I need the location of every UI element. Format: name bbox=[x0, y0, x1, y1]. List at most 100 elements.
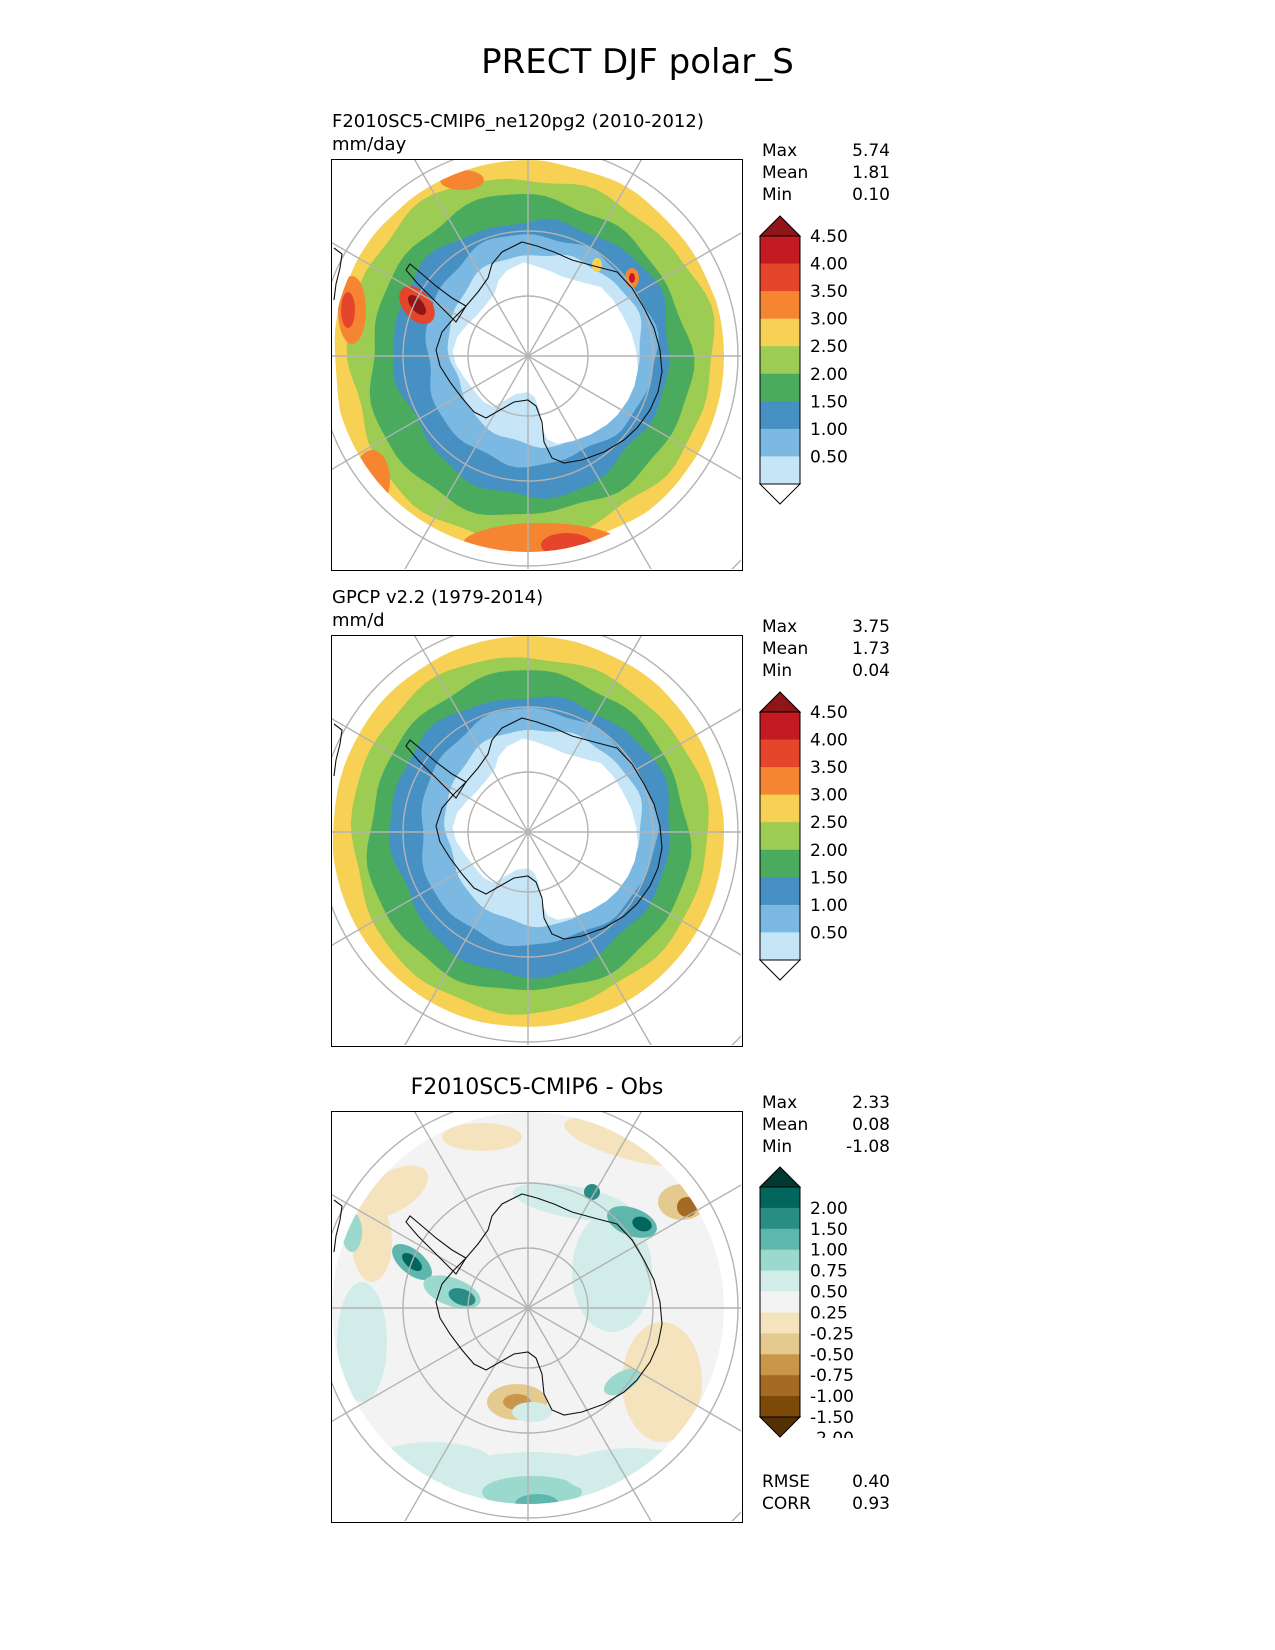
graticule bbox=[332, 1112, 741, 1521]
panel2-colorbar: 0.50 1.00 1.50 2.00 2.50 3.00 3.50 4.00 4.50 5.00 bbox=[758, 691, 848, 981]
colorbar-tick-label: -0.50 bbox=[810, 1345, 854, 1365]
colorbar-tick-label: 1.50 bbox=[810, 392, 848, 412]
panel3-mean: 0.08 bbox=[852, 1115, 890, 1135]
peninsula-max bbox=[408, 295, 426, 315]
anomaly-patch bbox=[342, 1212, 362, 1252]
colorbar-tick-label: -1.00 bbox=[810, 1387, 854, 1407]
anomaly-patch bbox=[512, 1402, 552, 1422]
longitude-line bbox=[527, 636, 642, 833]
colorbar-tick-label: 0.25 bbox=[810, 1304, 848, 1324]
anomaly-patch bbox=[584, 1184, 600, 1200]
panel2-map-svg bbox=[332, 636, 741, 1045]
colorbar-box bbox=[760, 794, 800, 823]
colorbar-extend-max bbox=[758, 691, 802, 713]
colorbar-tick-label: 4.00 bbox=[810, 255, 848, 275]
longitude-line bbox=[527, 708, 741, 833]
longitude-line bbox=[527, 232, 741, 357]
panel3-stats: Max 2.33 Mean 0.08 Min -1.08 bbox=[762, 1093, 890, 1157]
longitude-line bbox=[527, 831, 741, 956]
panel3-title: F2010SC5-CMIP6 - Obs bbox=[410, 1075, 664, 1100]
longitude-line bbox=[527, 1184, 741, 1309]
colorbar-extend-min bbox=[758, 483, 802, 505]
panel1-stats: Max 5.74 Mean 1.81 Min 0.10 bbox=[762, 141, 890, 205]
colorbar-frame bbox=[759, 711, 801, 961]
colorbar-box bbox=[760, 739, 800, 768]
colorbar-tick-label: -0.75 bbox=[810, 1366, 854, 1386]
warm-patch bbox=[440, 170, 484, 190]
colorbar-tick-label: 5.00 bbox=[810, 215, 848, 219]
longitude-line bbox=[527, 355, 741, 480]
colorbar-box bbox=[760, 1396, 800, 1418]
colorbar-box bbox=[760, 346, 800, 375]
colorbar-box bbox=[760, 822, 800, 851]
panel1-units: mm/day bbox=[332, 134, 407, 155]
panel2-min: 0.04 bbox=[852, 661, 890, 681]
graticule bbox=[332, 160, 741, 569]
colorbar-box bbox=[760, 1228, 800, 1251]
peninsula-coast bbox=[405, 1215, 467, 1275]
panel1-max: 5.74 bbox=[852, 141, 890, 161]
colorbar-frame bbox=[759, 1186, 801, 1418]
figure-title: PRECT DJF polar_S bbox=[481, 42, 794, 82]
colorbar-box bbox=[760, 263, 800, 292]
colorbar-tick-label: 2.00 bbox=[810, 1199, 848, 1219]
colorbar-box bbox=[760, 849, 800, 878]
colorbar-tick-label: 0.75 bbox=[810, 1262, 848, 1282]
graticule bbox=[332, 636, 741, 1045]
panel2-title: GPCP v2.2 (1979-2014) bbox=[332, 587, 544, 608]
longitude-line bbox=[404, 831, 529, 1045]
warm-patch bbox=[541, 533, 593, 552]
colorbar-tick-label: 1.00 bbox=[810, 1241, 848, 1261]
anomaly-patch bbox=[372, 1442, 492, 1482]
longitude-line bbox=[332, 355, 529, 470]
panel3-map-svg bbox=[332, 1112, 741, 1521]
warm-patch bbox=[354, 450, 390, 510]
colorbar-tick-label: 4.50 bbox=[810, 703, 848, 723]
anomaly-patch bbox=[572, 1212, 652, 1332]
colorbar-extend-max bbox=[758, 1166, 802, 1188]
colorbar-tick-label: -1.50 bbox=[810, 1408, 854, 1428]
panel3-rmse: 0.40 bbox=[852, 1472, 890, 1492]
panel2-map bbox=[331, 635, 743, 1047]
anomaly-patch bbox=[352, 1202, 392, 1282]
colorbar-tick-label: 4.00 bbox=[810, 731, 848, 751]
colorbar-box bbox=[760, 767, 800, 796]
colorbar-tick-label: 2.50 bbox=[810, 337, 848, 357]
longitude-line bbox=[404, 355, 529, 569]
panel2-mean: 1.73 bbox=[852, 639, 890, 659]
colorbar-box bbox=[760, 1207, 800, 1230]
colorbar-tick-label: 0.50 bbox=[810, 923, 848, 943]
colorbar-tick-label: 1.50 bbox=[810, 868, 848, 888]
colorbar-box bbox=[760, 456, 800, 485]
longitude-line bbox=[527, 1307, 652, 1521]
colorbar-tick-label: 3.50 bbox=[810, 758, 848, 778]
colorbar-tick-label: 0.50 bbox=[810, 447, 848, 467]
colorbar-tick-label: 2.50 bbox=[810, 813, 848, 833]
colorbar-box bbox=[760, 318, 800, 347]
panel1-map bbox=[331, 159, 743, 571]
anomaly-patch bbox=[512, 1183, 632, 1221]
longitude-line bbox=[332, 718, 529, 833]
south-america-coast bbox=[333, 723, 343, 777]
panel1-min: 0.10 bbox=[852, 185, 890, 205]
warm-patch bbox=[341, 292, 355, 328]
colorbar-boxes bbox=[758, 1166, 802, 1438]
coast-max bbox=[629, 273, 635, 283]
colorbar-tick-label: 3.50 bbox=[810, 282, 848, 302]
colorbar-box bbox=[760, 877, 800, 906]
colorbar-boxes bbox=[758, 215, 802, 505]
longitude-line bbox=[527, 1307, 741, 1432]
coastline bbox=[333, 1193, 663, 1416]
colorbar-tick-label: 1.00 bbox=[810, 420, 848, 440]
panel2-stats: Max 3.75 Mean 1.73 Min 0.04 bbox=[762, 617, 890, 681]
south-america-coast bbox=[333, 247, 343, 301]
longitude-line bbox=[527, 1112, 642, 1309]
colorbar-box bbox=[760, 236, 800, 265]
panel2-units: mm/d bbox=[332, 610, 385, 631]
colorbar-box bbox=[760, 401, 800, 430]
anomaly-patch bbox=[622, 1322, 702, 1442]
panel3-colorbar: 2.001.501.000.750.500.25-0.25-0.50-0.75-… bbox=[758, 1166, 854, 1438]
colorbar-box bbox=[760, 1333, 800, 1355]
anomaly-patch bbox=[677, 1197, 697, 1217]
colorbar-tick-label: 1.00 bbox=[810, 896, 848, 916]
